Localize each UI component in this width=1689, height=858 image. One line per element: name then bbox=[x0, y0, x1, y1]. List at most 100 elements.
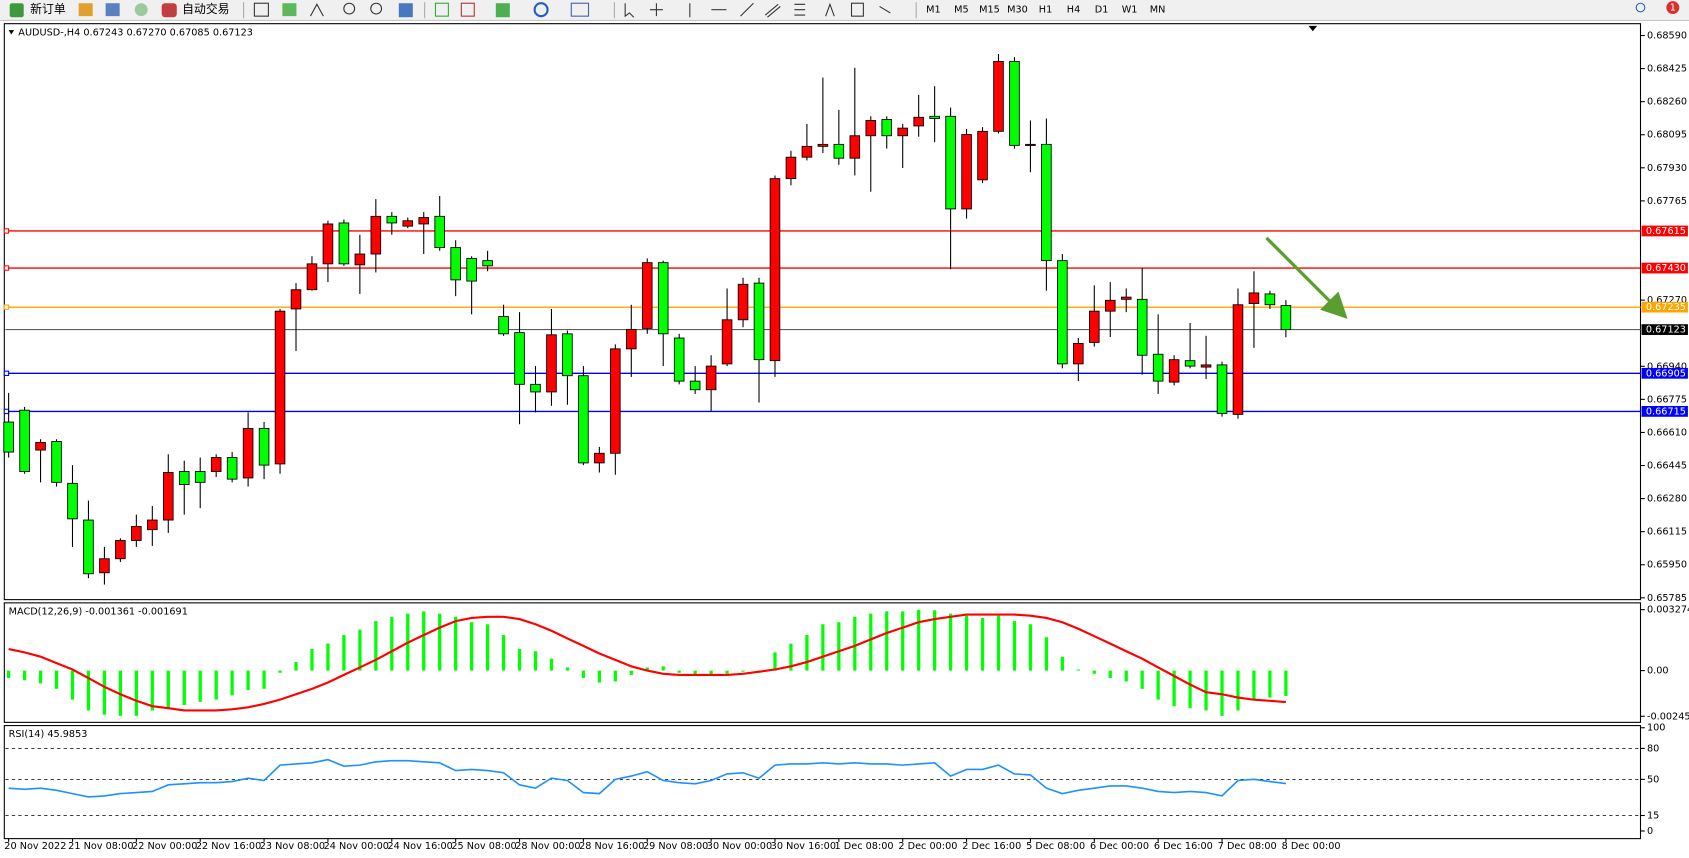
fibo-icon[interactable] bbox=[794, 3, 806, 16]
macd-histogram-bar bbox=[885, 611, 889, 671]
toolbar-icon[interactable] bbox=[253, 2, 269, 17]
candle-body bbox=[274, 310, 286, 465]
candle-body bbox=[466, 258, 477, 282]
macd-histogram-bar bbox=[837, 622, 841, 671]
label-icon[interactable] bbox=[850, 2, 864, 17]
macd-histogram-bar bbox=[230, 670, 234, 696]
x-tick-label: 30 Nov 16:00 bbox=[771, 841, 836, 852]
toolbar-icon[interactable] bbox=[309, 3, 324, 17]
x-tick-label: 2 Dec 00:00 bbox=[898, 841, 957, 852]
y-tick-label: 0.66775 bbox=[1647, 394, 1687, 405]
toolbar-icon[interactable] bbox=[134, 3, 148, 17]
x-tick-label: 24 Nov 00:00 bbox=[324, 841, 389, 852]
timeframe-button[interactable]: M1 bbox=[926, 5, 941, 16]
candle-body bbox=[945, 115, 956, 210]
timeframe-button[interactable]: M15 bbox=[979, 5, 1000, 16]
toolbar-icon[interactable] bbox=[282, 3, 297, 17]
template-icon[interactable] bbox=[570, 2, 590, 17]
rsi-line bbox=[8, 758, 1286, 798]
timeframe-button[interactable]: MN bbox=[1150, 5, 1166, 16]
level-price-label: 0.67615 bbox=[1646, 226, 1686, 237]
macd-histogram-bar bbox=[150, 670, 154, 711]
search-icon[interactable] bbox=[1635, 2, 1646, 13]
macd-histogram-bar bbox=[262, 670, 266, 689]
title-marker bbox=[8, 30, 15, 35]
timeframe-button[interactable]: D1 bbox=[1095, 5, 1109, 16]
macd-histogram-bar bbox=[374, 621, 378, 671]
y-tick-label: 0.65950 bbox=[1647, 560, 1687, 571]
macd-histogram-bar bbox=[917, 609, 921, 671]
toolbar-icon[interactable] bbox=[460, 2, 475, 17]
toolbar-icon[interactable] bbox=[105, 3, 120, 17]
y-tick-label: 15 bbox=[1647, 811, 1659, 822]
x-tick-label: 29 Nov 08:00 bbox=[643, 841, 708, 852]
y-tick-label: 0.66445 bbox=[1647, 461, 1687, 472]
level-price-label: 0.66715 bbox=[1646, 406, 1686, 417]
candle-body bbox=[306, 263, 318, 291]
crosshair-icon[interactable] bbox=[649, 3, 663, 17]
notification-badge[interactable] bbox=[1666, 1, 1680, 14]
text-icon[interactable] bbox=[825, 2, 835, 17]
zoom-out-icon[interactable] bbox=[370, 2, 383, 15]
candle-body bbox=[1216, 364, 1228, 414]
macd-histogram-bar bbox=[470, 622, 474, 671]
macd-histogram-bar bbox=[182, 670, 186, 706]
candle-body bbox=[1089, 310, 1100, 343]
candle-body bbox=[641, 262, 653, 329]
new-order-button[interactable]: 新订单 bbox=[30, 2, 66, 16]
level-anchor bbox=[3, 304, 10, 310]
toolbar-icon[interactable] bbox=[398, 3, 413, 18]
candle-body bbox=[131, 526, 142, 541]
macd-histogram-bar bbox=[1012, 621, 1017, 671]
candle-body bbox=[418, 217, 430, 225]
timeframe-button[interactable]: M30 bbox=[1007, 5, 1028, 16]
cursor-icon[interactable] bbox=[624, 3, 635, 18]
trendline-icon[interactable] bbox=[740, 2, 754, 17]
level-anchor bbox=[3, 228, 10, 234]
new-order-icon[interactable] bbox=[9, 3, 24, 18]
candle-body bbox=[1073, 343, 1084, 365]
rsi-title: RSI(14) 45.9853 bbox=[9, 729, 88, 740]
candle-body bbox=[1009, 60, 1020, 146]
candle-body bbox=[578, 375, 589, 464]
candle-body bbox=[450, 247, 461, 281]
auto-trading-icon[interactable] bbox=[161, 3, 177, 18]
toolbar-icon[interactable] bbox=[434, 2, 449, 17]
level-price-label: 0.67430 bbox=[1646, 263, 1686, 274]
toolbar-icon[interactable] bbox=[495, 3, 510, 18]
candle-body bbox=[370, 215, 382, 255]
timeframe-button[interactable]: M5 bbox=[954, 5, 969, 16]
candle-body bbox=[897, 127, 908, 137]
timeframe-button[interactable]: W1 bbox=[1122, 5, 1138, 16]
macd-histogram-bar bbox=[214, 670, 218, 700]
candle-body bbox=[51, 441, 62, 483]
candle-body bbox=[322, 223, 334, 265]
macd-histogram-bar bbox=[198, 670, 202, 702]
candle-body bbox=[1057, 260, 1068, 365]
macd-histogram-bar bbox=[709, 670, 713, 677]
y-tick-label: 0.67270 bbox=[1647, 295, 1687, 306]
macd-histogram-bar bbox=[821, 624, 825, 671]
macd-histogram-bar bbox=[70, 670, 75, 700]
zoom-in-icon[interactable] bbox=[343, 2, 356, 15]
macd-histogram-bar bbox=[1092, 670, 1096, 674]
arrows-icon[interactable] bbox=[879, 5, 891, 14]
macd-histogram-bar bbox=[22, 670, 27, 681]
macd-histogram-bar bbox=[869, 613, 873, 671]
macd-histogram-bar bbox=[501, 635, 506, 671]
toolbar-icon[interactable] bbox=[78, 3, 93, 17]
auto-trading-button[interactable]: 自动交易 bbox=[182, 2, 229, 16]
level-price-label: 0.67235 bbox=[1646, 302, 1686, 313]
x-tick-label: 20 Nov 2022 bbox=[4, 841, 66, 852]
period-icon[interactable] bbox=[533, 2, 549, 18]
level-price-box bbox=[1641, 301, 1688, 313]
x-tick-label: 8 Dec 00:00 bbox=[1282, 841, 1341, 852]
timeframe-button[interactable]: H4 bbox=[1067, 5, 1080, 16]
y-tick-label: 50 bbox=[1647, 774, 1659, 785]
candle-body bbox=[961, 134, 972, 210]
candle-body bbox=[977, 130, 988, 181]
macd-histogram-bar bbox=[166, 670, 170, 709]
timeframe-button[interactable]: H1 bbox=[1039, 5, 1052, 16]
channel-icon[interactable] bbox=[764, 3, 781, 18]
candle-body bbox=[210, 457, 222, 472]
